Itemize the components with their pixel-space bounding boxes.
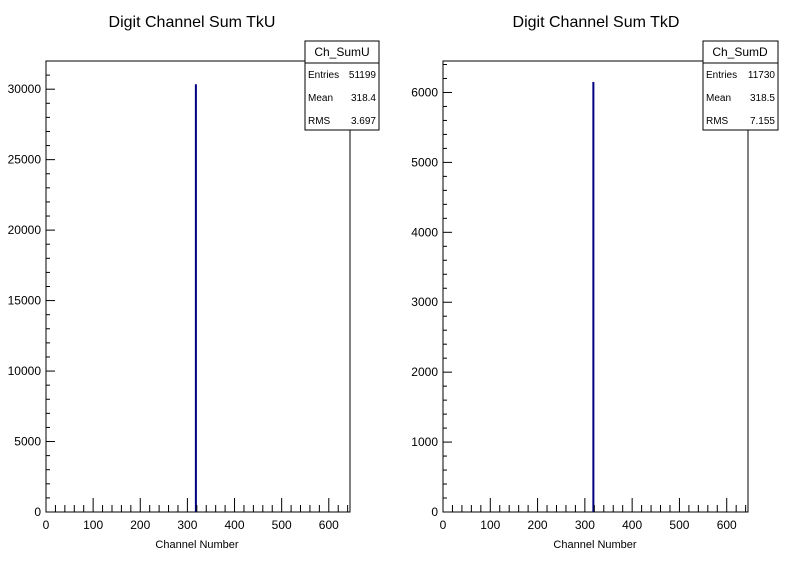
- pad-right-y-axis: 0 1000 2000 3000 4000 5000 6000: [411, 63, 452, 519]
- x-tick-label: 400: [622, 518, 642, 532]
- x-tick-label: 300: [575, 518, 595, 532]
- histogram-bar: [194, 84, 197, 512]
- pad-left: Digit Channel Sum TkU 0 100 200 300 400 500 60…: [8, 14, 380, 551]
- pad-right-x-axis: 0 100 200 300 400 500 600: [440, 498, 747, 532]
- x-tick-label: 0: [440, 518, 447, 532]
- stats-box-left-value-rms: 3.697: [351, 116, 376, 127]
- y-tick-label: 4000: [411, 225, 438, 239]
- x-tick-label: 400: [225, 518, 245, 532]
- stats-box-left-label-rms: RMS: [308, 116, 331, 127]
- x-tick-label: 100: [480, 518, 500, 532]
- pad-left-x-axis-label: Channel Number: [155, 539, 238, 551]
- y-tick-label: 25000: [8, 153, 42, 167]
- pad-left-bars: [194, 84, 197, 512]
- pad-right: Digit Channel Sum TkD 0 100 200 300 400 500 60…: [411, 14, 779, 551]
- stats-box-right-label-rms: RMS: [706, 116, 729, 127]
- x-tick-label: 500: [272, 518, 292, 532]
- y-tick-label: 0: [34, 505, 41, 519]
- y-tick-label: 3000: [411, 295, 438, 309]
- pad-right-bars: [592, 81, 595, 512]
- x-tick-label: 0: [43, 518, 50, 532]
- stats-box-left: Ch_SumU Entries 51199 Mean 318.4 RMS 3.6…: [304, 40, 380, 131]
- pad-right-x-axis-label: Channel Number: [553, 539, 636, 551]
- stats-box-left-value-entries: 51199: [349, 70, 377, 81]
- stats-box-left-label-entries: Entries: [308, 70, 339, 81]
- x-tick-label: 100: [83, 518, 103, 532]
- pad-left-title: Digit Channel Sum TkU: [109, 14, 276, 31]
- y-tick-label: 1000: [411, 435, 438, 449]
- stats-box-left-value-mean: 318.4: [351, 93, 376, 104]
- stats-box-right-label-mean: Mean: [706, 93, 731, 104]
- stats-box-left-label-mean: Mean: [308, 93, 333, 104]
- y-tick-label: 15000: [8, 294, 42, 308]
- x-tick-label: 200: [528, 518, 548, 532]
- pad-right-frame: [442, 60, 749, 513]
- y-tick-label: 20000: [8, 223, 42, 237]
- stats-box-right-value-rms: 7.155: [750, 116, 775, 127]
- stats-box-right-value-mean: 318.5: [750, 93, 775, 104]
- y-tick-label: 5000: [14, 435, 41, 449]
- x-tick-label: 200: [130, 518, 150, 532]
- x-tick-label: 600: [717, 518, 737, 532]
- y-tick-label: 5000: [411, 155, 438, 169]
- y-tick-label: 2000: [411, 365, 438, 379]
- stats-box-left-name: Ch_SumU: [314, 45, 369, 59]
- stats-box-right-value-entries: 11730: [748, 70, 776, 81]
- stats-box-right: Ch_SumD Entries 11730 Mean 318.5 RMS 7.1…: [702, 40, 779, 131]
- y-tick-label: 10000: [8, 364, 42, 378]
- stats-box-right-label-entries: Entries: [706, 70, 737, 81]
- x-tick-label: 300: [177, 518, 197, 532]
- y-tick-label: 0: [431, 505, 438, 519]
- x-tick-label: 600: [319, 518, 339, 532]
- pad-left-frame: [45, 60, 351, 513]
- y-tick-label: 30000: [8, 82, 42, 96]
- pad-right-title: Digit Channel Sum TkD: [513, 14, 680, 31]
- stats-box-right-name: Ch_SumD: [712, 45, 768, 59]
- y-tick-label: 6000: [411, 85, 438, 99]
- histogram-bar: [592, 81, 595, 512]
- pad-left-x-axis: 0 100 200 300 400 500 600: [43, 498, 349, 532]
- pad-left-y-axis: 0 5000 10000 15000 20000 25000 30000: [8, 60, 55, 519]
- x-tick-label: 500: [669, 518, 689, 532]
